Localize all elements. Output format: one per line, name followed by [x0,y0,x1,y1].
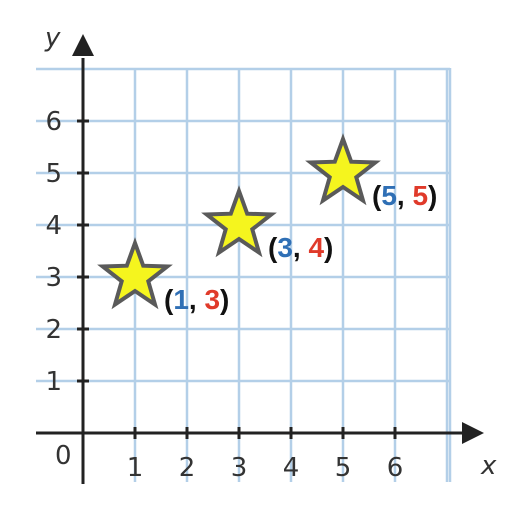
label-y-value: 3 [204,284,220,315]
origin-label: 0 [55,441,72,471]
axes [36,34,484,484]
x-tick-label-5: 5 [335,453,352,483]
label-separator: , [397,180,413,211]
label-separator: , [189,284,205,315]
grid-lines [36,67,452,482]
point-label-3: (5, 5) [372,180,437,211]
x-axis-arrow [462,422,484,444]
label-y-value: 4 [308,232,324,263]
star-marker-2 [201,185,277,258]
point-label-2: (3, 4) [268,232,333,263]
label-open-paren: ( [268,232,278,263]
y-axis-arrow [72,34,94,56]
tick-marks [77,119,397,439]
data-points: (1, 3)(3, 4)(5, 5) [97,133,437,315]
label-separator: , [293,232,309,263]
x-tick-label-3: 3 [231,453,248,483]
label-x-value: 5 [381,180,397,211]
y-tick-label-2: 2 [45,315,62,345]
x-axis-title: x [480,451,497,481]
label-open-paren: ( [372,180,382,211]
star-marker-3 [305,133,381,206]
y-tick-label-1: 1 [45,367,62,397]
label-x-value: 3 [277,232,293,263]
y-tick-label-3: 3 [45,263,62,293]
label-open-paren: ( [164,284,174,315]
point-label-1: (1, 3) [164,284,229,315]
label-y-value: 5 [412,180,428,211]
y-axis-title: y [44,23,61,53]
label-close-paren: ) [324,232,333,263]
x-tick-label-4: 4 [283,453,300,483]
star-marker-1 [97,237,173,310]
y-tick-label-4: 4 [45,211,62,241]
x-tick-label-2: 2 [179,453,196,483]
label-x-value: 1 [173,284,189,315]
y-tick-label-6: 6 [45,107,62,137]
label-close-paren: ) [220,284,229,315]
x-tick-label-6: 6 [387,453,404,483]
x-tick-label-1: 1 [127,453,144,483]
label-close-paren: ) [428,180,437,211]
y-tick-label-5: 5 [45,159,62,189]
